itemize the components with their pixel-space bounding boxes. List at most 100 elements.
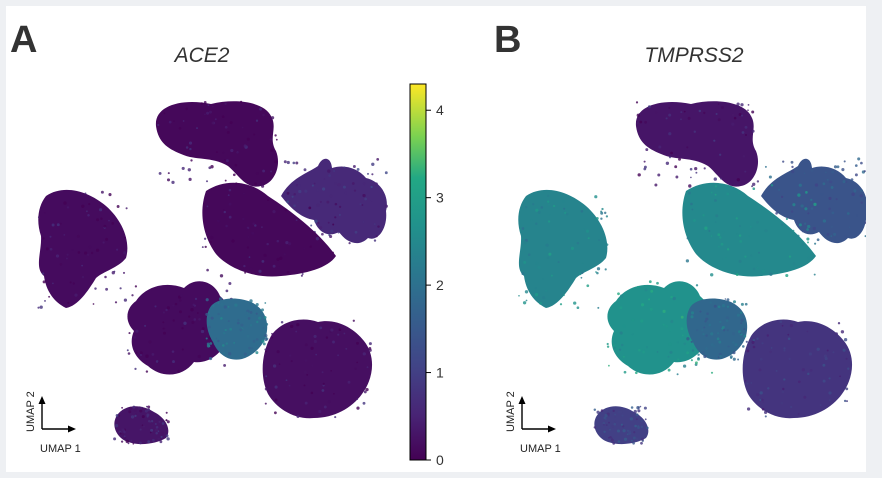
cell-point: [322, 187, 326, 191]
cluster-lower-big-blob: [262, 319, 373, 419]
cell-point: [547, 194, 550, 197]
cell-point: [114, 424, 119, 428]
colorbar-ticks: 0 1 2 3 4: [426, 102, 444, 468]
cell-point: [700, 256, 702, 259]
cell-point: [316, 188, 319, 192]
cell-point: [704, 226, 708, 230]
cell-point: [222, 332, 226, 335]
cell-point: [347, 380, 351, 384]
x-axis-label-a: UMAP 1: [40, 443, 81, 455]
cell-point: [315, 237, 320, 241]
cell-point: [304, 401, 308, 405]
cell-point: [272, 364, 277, 368]
cell-point: [337, 231, 340, 234]
cell-point: [690, 202, 693, 206]
cell-point: [715, 106, 719, 110]
cell-point: [114, 301, 118, 304]
cell-point: [790, 210, 794, 213]
cell-point: [689, 167, 693, 171]
cell-point: [614, 420, 617, 423]
cell-point: [690, 311, 695, 315]
cell-point: [254, 343, 257, 346]
cell-point: [714, 185, 718, 188]
cell-point: [596, 410, 600, 414]
cell-point: [669, 350, 673, 354]
cell-point: [141, 415, 145, 419]
umap-axis-indicator-b: UMAP 1 UMAP 2: [505, 391, 561, 455]
cell-point: [617, 440, 621, 443]
cell-point: [364, 197, 367, 201]
cell-point: [223, 352, 226, 355]
cell-point: [713, 139, 716, 142]
cell-point: [619, 306, 623, 310]
cell-point: [860, 201, 863, 204]
cell-point: [764, 410, 768, 414]
cell-point: [546, 256, 550, 260]
cell-point: [264, 348, 267, 351]
cell-point: [740, 302, 744, 306]
cell-point: [687, 116, 691, 120]
cluster-bright-blob: [205, 297, 269, 361]
cell-point: [167, 172, 170, 175]
cell-point: [247, 317, 251, 320]
cell-point: [643, 160, 646, 163]
cell-point: [542, 295, 546, 300]
cell-point: [246, 246, 250, 249]
cell-point: [582, 228, 585, 230]
cell-point: [830, 235, 833, 237]
cell-point: [548, 252, 552, 256]
cell-point: [332, 251, 334, 254]
cell-point: [325, 336, 329, 339]
cell-point: [96, 218, 100, 222]
cell-point: [271, 332, 273, 335]
cell-point: [710, 235, 713, 237]
cell-point: [611, 425, 615, 428]
cell-point: [828, 207, 831, 211]
cell-point: [640, 441, 643, 445]
cell-point: [225, 342, 228, 345]
cell-point: [215, 151, 218, 154]
cell-point: [622, 324, 626, 328]
cell-point: [680, 111, 683, 114]
cell-point: [190, 308, 194, 312]
cell-point: [759, 391, 763, 395]
cell-point: [274, 168, 277, 171]
cell-point: [229, 121, 233, 125]
cell-point: [245, 228, 248, 231]
cell-point: [788, 357, 791, 361]
cell-point: [563, 294, 565, 297]
cell-point: [236, 151, 239, 154]
cell-point: [719, 320, 722, 324]
cell-point: [278, 363, 281, 366]
cell-point: [610, 438, 614, 442]
cell-point: [639, 405, 642, 408]
cell-point: [807, 224, 811, 229]
cell-point: [787, 333, 790, 336]
cell-point: [262, 113, 265, 117]
cell-point: [647, 105, 651, 109]
cell-point: [304, 343, 308, 347]
cell-point: [798, 223, 802, 227]
cell-point: [242, 192, 245, 195]
cell-point: [722, 329, 726, 332]
cell-point: [758, 368, 762, 372]
cell-point: [315, 353, 318, 356]
cell-point: [692, 340, 695, 343]
cell-point: [163, 327, 166, 330]
cell-point: [725, 316, 730, 320]
cell-point: [354, 230, 358, 234]
cell-point: [205, 298, 209, 302]
cell-point: [718, 245, 720, 248]
cell-point: [740, 103, 744, 107]
cell-point: [298, 189, 302, 194]
cell-point: [705, 317, 709, 321]
cell-point: [179, 310, 182, 314]
cell-point: [52, 282, 54, 285]
cell-point: [537, 210, 541, 214]
cell-point: [322, 382, 325, 385]
cell-point: [228, 352, 232, 356]
cell-point: [255, 312, 258, 315]
cell-point: [775, 212, 778, 215]
cell-point: [717, 118, 721, 122]
cell-point: [826, 178, 829, 181]
